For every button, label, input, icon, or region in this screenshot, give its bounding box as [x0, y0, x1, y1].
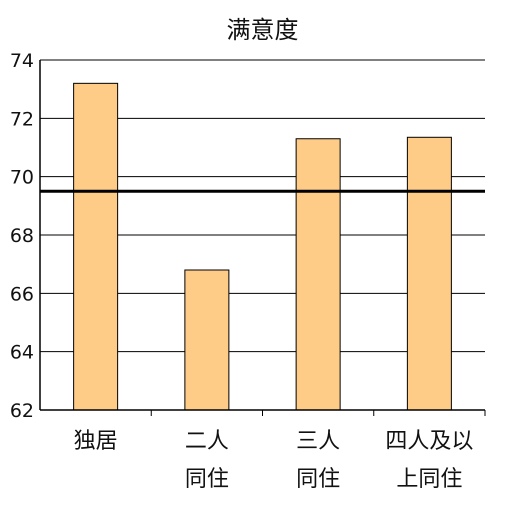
y-tick-label: 64 [10, 342, 34, 364]
y-tick-label: 72 [10, 108, 34, 130]
y-tick-label: 70 [10, 167, 34, 189]
y-tick-label: 68 [10, 225, 34, 247]
bar [73, 82, 119, 411]
x-tick-label: 同住 [185, 467, 229, 492]
x-tick-label: 独居 [74, 429, 118, 454]
x-tick-label: 二人 [185, 429, 229, 454]
y-tick-label: 66 [10, 283, 34, 305]
y-tick-label: 74 [10, 50, 34, 72]
bar [295, 138, 341, 411]
x-tick-label: 同住 [296, 467, 340, 492]
x-tick-label: 上同住 [396, 467, 462, 492]
chart-title: 满意度 [226, 16, 299, 44]
bar [184, 269, 230, 411]
x-tick-label: 三人 [296, 429, 340, 454]
bar [406, 136, 452, 411]
x-tick-label: 四人及以 [385, 429, 473, 454]
y-tick-label: 62 [10, 400, 34, 422]
